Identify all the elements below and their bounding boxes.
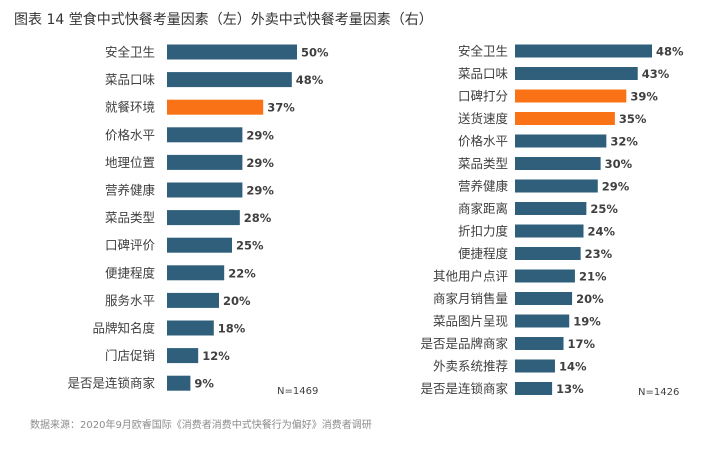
value-label: 39% — [630, 90, 658, 104]
category-label: 商家距离 — [458, 201, 508, 216]
bar — [167, 348, 199, 364]
bar — [515, 157, 601, 170]
category-label: 其他用户点评 — [433, 269, 508, 284]
value-label: 20% — [223, 294, 251, 308]
bar — [515, 134, 607, 148]
left-chart: 安全卫生 50% 菜品口味 48% 就餐环境 37% 价格水平 29% 地理位置 29% 营养健康 2… — [67, 44, 329, 397]
value-label: 50% — [301, 46, 329, 60]
bar — [515, 202, 587, 215]
value-label: 14% — [559, 360, 587, 374]
category-label: 价格水平 — [458, 134, 508, 149]
category-label: 菜品口味 — [458, 66, 509, 81]
value-label: 48% — [656, 45, 684, 59]
category-label: 价格水平 — [105, 127, 155, 142]
category-label: 品牌知名度 — [92, 321, 155, 336]
chart-title: 图表 14 堂食中式快餐考量因素（左）外卖中式快餐考量因素（右） — [14, 12, 433, 28]
bar — [515, 314, 570, 328]
value-label: 20% — [576, 292, 604, 306]
value-label: 43% — [642, 67, 670, 81]
bar — [515, 247, 581, 260]
category-label: 门店促销 — [105, 348, 155, 363]
value-label: 32% — [610, 135, 638, 149]
value-label: 19% — [573, 315, 601, 329]
value-label: 28% — [244, 211, 272, 225]
value-label: 29% — [602, 180, 630, 194]
bar — [167, 375, 191, 391]
category-label: 菜品图片呈现 — [433, 314, 508, 329]
bar — [167, 237, 232, 253]
bar — [167, 265, 225, 281]
category-label: 便捷程度 — [458, 246, 509, 261]
bar — [515, 179, 598, 193]
category-label: 菜品口味 — [105, 72, 156, 87]
category-label: 是否是品牌商家 — [420, 336, 508, 351]
value-label: 23% — [585, 247, 613, 261]
bar — [167, 127, 243, 143]
bar — [167, 210, 240, 226]
bar — [167, 72, 292, 88]
value-label: 30% — [605, 157, 633, 171]
bar — [515, 337, 564, 350]
category-label: 就餐环境 — [105, 100, 155, 115]
bar — [515, 382, 553, 395]
category-label: 服务水平 — [105, 293, 155, 308]
value-label: 48% — [296, 73, 324, 87]
value-label: 21% — [579, 270, 607, 284]
category-label: 口碑评价 — [105, 238, 156, 253]
value-label: 24% — [588, 225, 616, 239]
value-label: 29% — [246, 184, 274, 198]
value-label: 9% — [194, 377, 214, 391]
value-label: 18% — [218, 322, 246, 336]
bar — [515, 224, 584, 238]
category-label: 是否是连锁商家 — [420, 381, 508, 396]
value-label: 22% — [228, 266, 256, 280]
bar — [515, 44, 652, 58]
category-label: 外卖系统推荐 — [433, 359, 508, 374]
bar — [167, 182, 243, 198]
value-label: 13% — [556, 382, 584, 396]
bar — [515, 89, 627, 103]
value-label: 37% — [267, 101, 295, 115]
category-label: 安全卫生 — [458, 44, 508, 59]
value-label: 29% — [246, 156, 274, 170]
bar — [167, 292, 219, 308]
bar — [515, 67, 638, 80]
category-label: 送货速度 — [458, 111, 509, 126]
category-label: 营养健康 — [105, 183, 156, 198]
sample-size-note: N=1426 — [638, 387, 679, 398]
category-label: 口碑打分 — [458, 89, 508, 104]
value-label: 17% — [568, 337, 596, 351]
category-label: 商家月销售量 — [433, 291, 508, 306]
bar — [167, 99, 264, 115]
bar — [515, 359, 555, 373]
category-label: 是否是连锁商家 — [67, 376, 155, 391]
bar — [515, 292, 573, 305]
bar — [167, 320, 214, 336]
value-label: 29% — [246, 128, 274, 142]
value-label: 12% — [202, 349, 230, 363]
category-label: 便捷程度 — [105, 265, 156, 280]
value-label: 25% — [236, 239, 264, 253]
category-label: 菜品类型 — [458, 156, 508, 171]
category-label: 地理位置 — [105, 155, 155, 170]
data-source: 数据来源：2020年9月欧睿国际《消费者消费中式快餐行为偏好》消费者调研 — [30, 420, 372, 431]
bar — [167, 154, 243, 170]
category-label: 安全卫生 — [105, 45, 155, 60]
bar — [167, 44, 297, 60]
category-label: 菜品类型 — [105, 210, 155, 225]
right-chart: 安全卫生 48% 菜品口味 43% 口碑打分 39% 送货速度 35% 价格水平 32% 菜品类型 3… — [420, 44, 684, 399]
bar — [515, 269, 575, 283]
value-label: 35% — [619, 112, 647, 126]
category-label: 折扣力度 — [458, 224, 509, 239]
bar — [515, 112, 615, 125]
value-label: 25% — [590, 202, 618, 216]
category-label: 营养健康 — [458, 179, 509, 194]
sample-size-note: N=1469 — [277, 386, 318, 397]
